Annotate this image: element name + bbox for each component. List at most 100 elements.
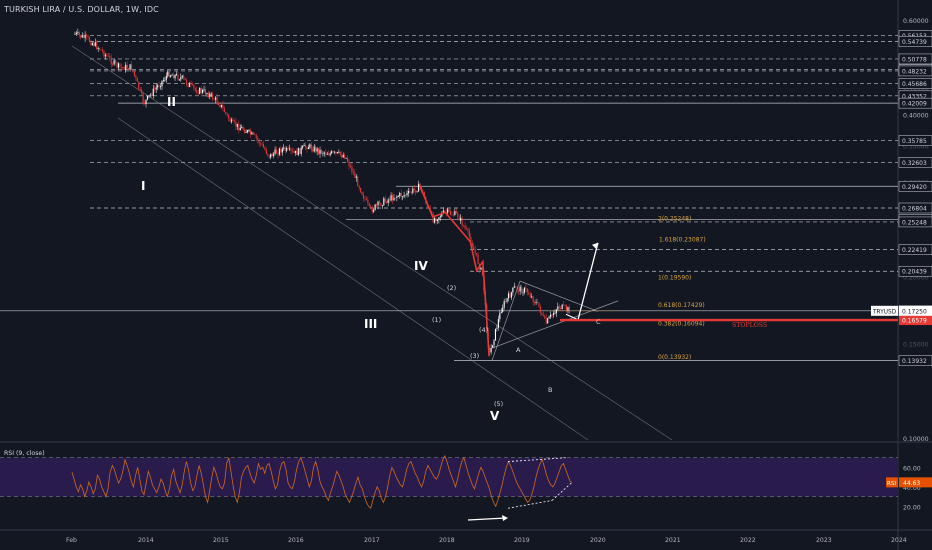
price-axis-tick: 0.10000 — [903, 436, 929, 443]
candle-body — [262, 144, 265, 148]
candle-body — [310, 144, 312, 150]
time-axis-tick: 2014 — [138, 537, 154, 544]
sub-wave-label: (5) — [494, 400, 503, 408]
candle-body — [494, 328, 497, 341]
rsi-pane: 60.00 40.00 20.00 RSI (9, close) RSI 44.63 — [0, 450, 932, 521]
candle-body — [457, 213, 459, 217]
candle-body — [183, 75, 185, 79]
candle-body — [158, 85, 160, 87]
candle-body — [555, 309, 557, 314]
candle-body — [552, 313, 555, 315]
candle-body — [113, 60, 115, 65]
candle-body — [513, 286, 515, 288]
candle-body — [560, 307, 562, 309]
candle-body — [318, 148, 320, 154]
candle-body — [526, 288, 528, 293]
candle-body — [283, 147, 285, 149]
candle-body — [512, 287, 514, 293]
price-level-label-text: 0.32603 — [902, 160, 927, 167]
candle-body — [122, 66, 124, 68]
candle-body — [347, 157, 349, 163]
price-level-label: 0.13932 — [898, 355, 932, 366]
price-axis-tick-faint: 0.15000 — [903, 341, 929, 348]
candle-body — [287, 148, 289, 149]
candle-body — [515, 286, 517, 288]
candle-body — [316, 148, 318, 152]
price-level-label-box — [898, 36, 932, 47]
candle-body — [550, 314, 552, 317]
wedge-lower — [491, 300, 619, 349]
candle-body — [91, 43, 93, 46]
candle-body — [120, 66, 122, 68]
price-axis-tick: 0.40000 — [903, 113, 929, 120]
candle-body — [248, 130, 250, 131]
candle-body — [193, 84, 195, 89]
candle-body — [386, 201, 388, 203]
candle-body — [528, 292, 530, 295]
candle-body — [191, 84, 193, 85]
candle-body — [554, 313, 556, 314]
candle-body — [135, 75, 137, 79]
time-axis-tick: 2019 — [514, 537, 530, 544]
fib-level-label: 1.618(0.23087) — [659, 236, 706, 243]
candle-body — [384, 198, 386, 202]
candle-body — [344, 155, 346, 159]
candle-body — [188, 83, 191, 87]
rsi-line — [71, 454, 573, 509]
candle-body — [174, 74, 176, 79]
price-level-label: 0.29420 — [898, 181, 932, 192]
candle-body — [565, 305, 568, 311]
candle-body — [162, 80, 164, 81]
candle-body — [80, 35, 82, 38]
candle-body — [476, 253, 478, 255]
candle-body — [381, 205, 383, 207]
candle-body — [280, 148, 282, 153]
candle-body — [255, 134, 257, 139]
candle-body — [471, 243, 473, 247]
candle-body — [126, 64, 128, 69]
time-axis-tick: 2021 — [665, 537, 681, 544]
candle-body — [451, 214, 453, 216]
candle-body — [499, 312, 501, 320]
candle-body — [529, 294, 531, 298]
candle-body — [241, 127, 243, 129]
fib-level-label: 0.618(0.17429) — [658, 302, 705, 309]
candle-body — [181, 75, 183, 78]
corrective-label-A: A — [516, 346, 521, 354]
price-level-label-text: 0.35785 — [902, 138, 927, 145]
last-price-box — [899, 305, 932, 316]
candle-body — [274, 149, 276, 154]
candle-body — [277, 153, 279, 155]
candle-body — [101, 49, 104, 51]
price-level-label-box — [898, 244, 932, 255]
candle-body — [180, 77, 182, 80]
candle-body — [568, 307, 570, 314]
candle-body — [532, 296, 534, 303]
candle-body — [328, 154, 330, 156]
candle-body — [165, 76, 167, 80]
fib-level-label: 0(0.13932) — [658, 354, 691, 361]
candle-body — [291, 150, 294, 152]
candle-body — [297, 148, 299, 156]
candle-body — [300, 147, 302, 155]
candle-body — [464, 225, 466, 229]
candle-body — [315, 146, 317, 152]
candle-body — [497, 319, 499, 328]
candle-body — [258, 139, 260, 144]
elliott-wave-drawing — [419, 185, 490, 357]
candle-body — [216, 97, 218, 104]
price-level-label-box — [898, 97, 932, 109]
rsi-name-badge-text: RSI — [887, 481, 896, 487]
price-level-label: 0.48232 — [898, 65, 932, 77]
price-level-label-text: 0.29420 — [902, 184, 927, 191]
candle-body — [419, 183, 421, 187]
candle-body — [348, 162, 350, 167]
candle-body — [244, 129, 246, 133]
candle-body — [373, 209, 375, 212]
candle-body — [242, 127, 244, 130]
fib-level-label: 2(0.25248) — [658, 215, 691, 222]
rsi-axis-tick: 60.00 — [903, 465, 921, 472]
candle-body — [236, 123, 238, 127]
candle-body — [306, 147, 308, 150]
